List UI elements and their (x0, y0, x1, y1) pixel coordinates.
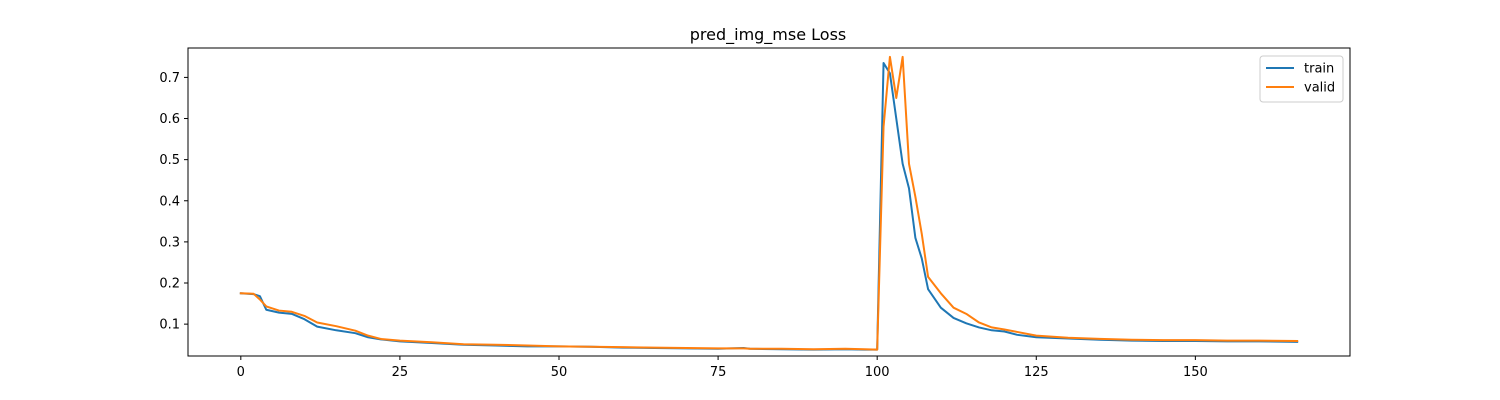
x-tick-label: 0 (237, 365, 245, 380)
y-tick-label: 0.4 (159, 194, 180, 209)
x-tick-label: 75 (710, 365, 727, 380)
y-tick-label: 0.6 (159, 112, 180, 127)
x-tick-label: 150 (1183, 365, 1208, 380)
axes: 0 25 50 75 100 125 150 0.1 0.2 0.3 0.4 0.5 0.6 0.7 (159, 47, 1351, 380)
x-tick-label: 100 (865, 365, 890, 380)
legend-label-train: train (1304, 62, 1334, 77)
y-tick-label: 0.2 (159, 277, 180, 292)
series-line-valid (239, 55, 1299, 351)
y-tick-label: 0.5 (159, 153, 180, 168)
x-tick-label: 125 (1024, 365, 1049, 380)
y-tick-label: 0.3 (159, 235, 180, 250)
y-tick-label: 0.1 (159, 318, 180, 333)
y-tick-label: 0.7 (159, 71, 180, 86)
x-tick-label: 25 (392, 365, 409, 380)
plot-frame (187, 47, 1351, 357)
series-line-train (239, 62, 1299, 351)
x-tick-label: 50 (551, 365, 568, 380)
legend-label-valid: valid (1304, 81, 1335, 96)
legend: train valid (1259, 55, 1344, 103)
series-layer (239, 55, 1299, 351)
chart-title: pred_img_mse Loss (690, 25, 847, 45)
